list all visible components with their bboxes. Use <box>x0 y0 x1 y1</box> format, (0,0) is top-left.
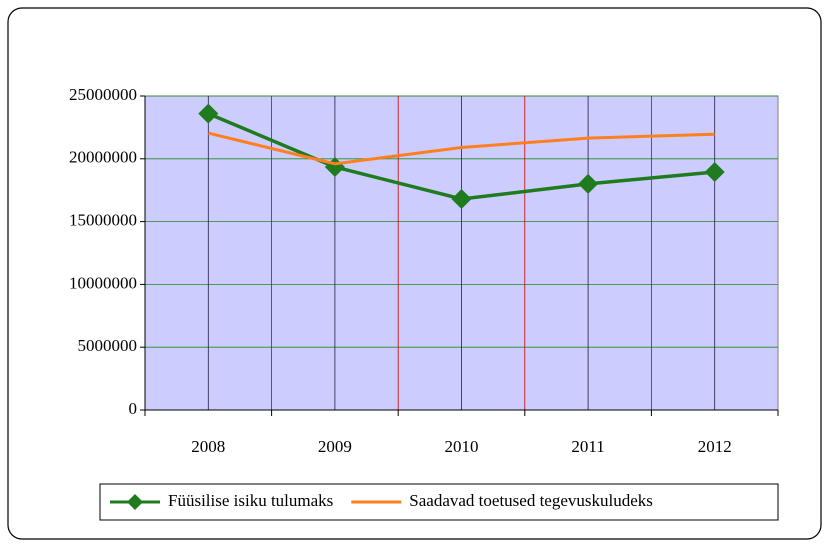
y-tick-label: 20000000 <box>69 148 137 167</box>
legend-label: Füüsilise isiku tulumaks <box>168 491 333 510</box>
y-tick-label: 5000000 <box>78 336 138 355</box>
point-marker <box>451 188 472 209</box>
x-tick-label: 2011 <box>571 437 604 456</box>
point-marker <box>198 103 219 124</box>
legend-box <box>99 483 779 521</box>
y-tick-label: 25000000 <box>69 85 137 104</box>
series-line <box>207 131 715 166</box>
legend-label: Saadavad toetused tegevuskuludeks <box>409 491 653 510</box>
point-marker <box>704 161 725 182</box>
y-tick-label: 10000000 <box>69 273 137 292</box>
point-marker <box>578 173 599 194</box>
x-tick-label: 2008 <box>191 437 225 456</box>
x-tick-label: 2010 <box>445 437 479 456</box>
legend-marker <box>127 494 143 510</box>
y-tick-label: 15000000 <box>69 211 137 230</box>
x-tick-label: 2012 <box>698 437 732 456</box>
x-tick-label: 2009 <box>318 437 352 456</box>
y-tick-label: 0 <box>129 399 138 418</box>
